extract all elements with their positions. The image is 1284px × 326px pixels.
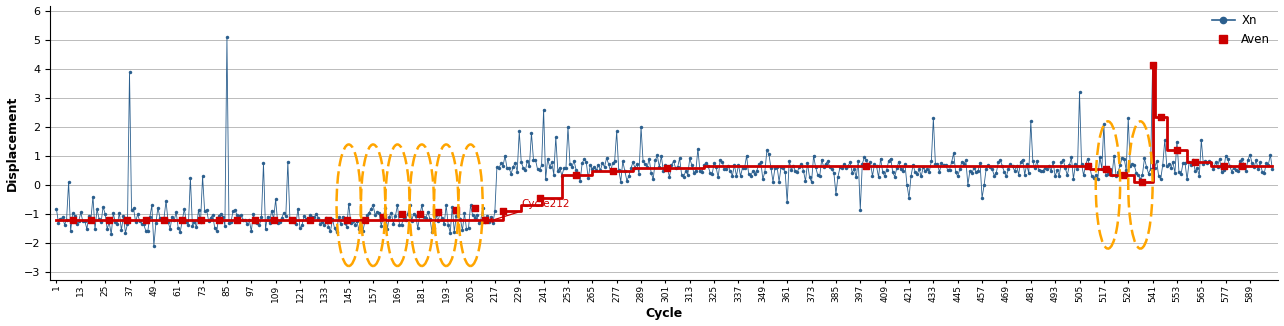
- Aven: [529, 195, 550, 200]
- Xn: [769, 165, 785, 169]
- Aven: [446, 207, 466, 212]
- Aven: [227, 217, 248, 222]
- Xn: [864, 174, 880, 178]
- Aven: [392, 211, 412, 216]
- Xn: [146, 244, 162, 248]
- Aven: [63, 217, 83, 222]
- Xn: [49, 207, 64, 211]
- Aven: [281, 217, 302, 222]
- Aven: [154, 217, 175, 222]
- Aven: [81, 217, 101, 222]
- Aven: [354, 217, 375, 222]
- Aven: [99, 217, 119, 222]
- Aven: [1150, 114, 1171, 120]
- Aven: [428, 210, 448, 215]
- Aven: [136, 217, 157, 222]
- Aven: [1132, 180, 1153, 185]
- Xn: [968, 170, 984, 174]
- Aven: [208, 217, 229, 222]
- Xn: [366, 203, 381, 207]
- Aven: [566, 172, 587, 177]
- Aven: [190, 217, 211, 222]
- Aven: [493, 208, 514, 214]
- Aven: [602, 168, 623, 173]
- Aven: [1077, 164, 1098, 169]
- Xn: [220, 36, 235, 39]
- Xn: [603, 170, 619, 174]
- Aven: [263, 217, 284, 222]
- Aven: [1095, 167, 1116, 172]
- Aven: [318, 217, 339, 222]
- Aven: [410, 211, 430, 216]
- Y-axis label: Displacement: Displacement: [5, 95, 18, 191]
- Aven: [300, 217, 321, 222]
- Xn: [268, 198, 284, 201]
- Aven: [336, 217, 357, 222]
- Aven: [172, 217, 193, 222]
- Legend: Xn, Aven: Xn, Aven: [1207, 9, 1275, 51]
- Aven: [372, 214, 393, 219]
- Text: Cycle212: Cycle212: [489, 199, 570, 222]
- Aven: [1185, 159, 1206, 164]
- Aven: [245, 217, 266, 222]
- X-axis label: Cycle: Cycle: [646, 307, 683, 320]
- Aven: [1213, 164, 1234, 169]
- Aven: [117, 217, 137, 222]
- Aven: [1143, 62, 1163, 67]
- Aven: [1115, 172, 1135, 177]
- Aven: [1231, 164, 1252, 169]
- Aven: [856, 164, 877, 169]
- Aven: [1167, 148, 1188, 153]
- Xn: [1265, 167, 1280, 171]
- Aven: [465, 205, 485, 211]
- Line: Xn: Xn: [55, 36, 1274, 247]
- Aven: [657, 165, 678, 170]
- Aven: [475, 217, 496, 222]
